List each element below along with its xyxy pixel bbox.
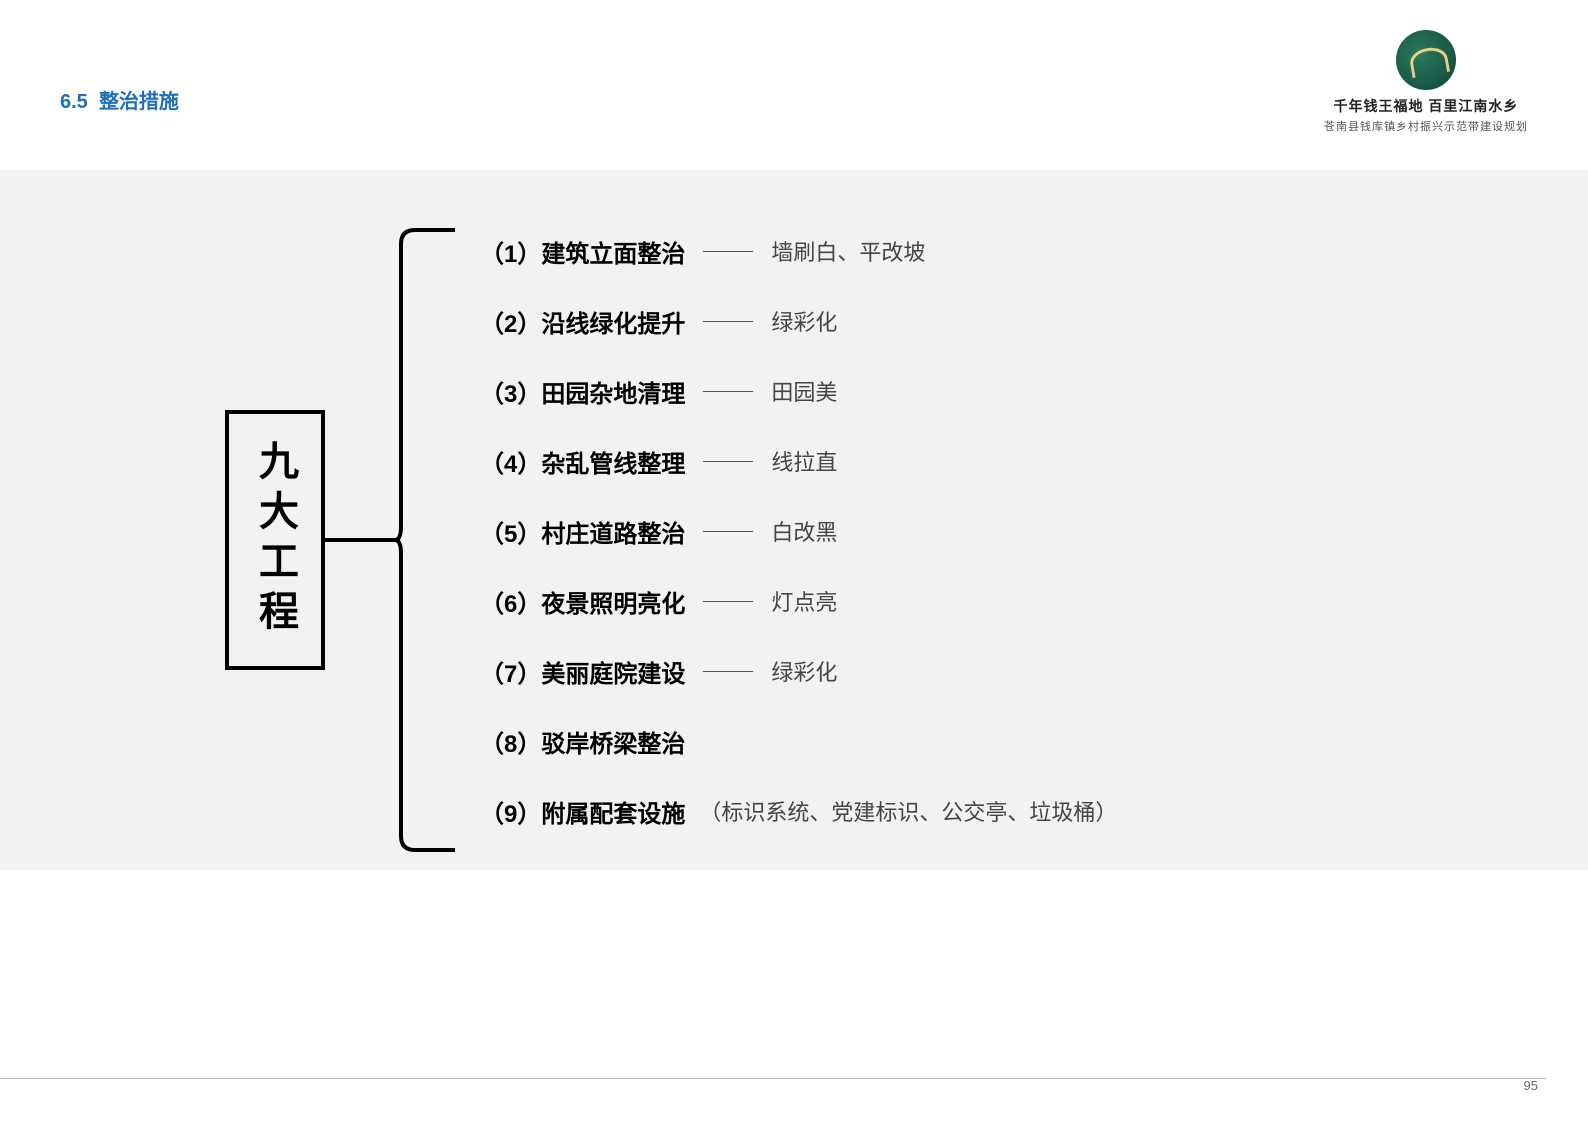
item-connector-line (703, 251, 753, 252)
item-description: 白改黑 (771, 515, 837, 547)
diagram-item: （9）附属配套设施 （标识系统、党建标识、公交亭、垃圾桶） (480, 776, 1117, 846)
item-description: 灯点亮 (771, 585, 837, 617)
main-category-box: 九大工程 (225, 410, 325, 670)
diagram-item: （7）美丽庭院建设 绿彩化 (480, 636, 1117, 706)
page-number: 95 (1524, 1078, 1538, 1093)
item-title: （1）建筑立面整治 (480, 234, 685, 269)
section-number: 6.5 (60, 91, 88, 113)
item-description: 线拉直 (771, 445, 837, 477)
item-description: 绿彩化 (771, 305, 837, 337)
diagram-item: （6）夜景照明亮化 灯点亮 (480, 566, 1117, 636)
diagram-item: （8）驳岸桥梁整治 (480, 706, 1117, 776)
item-connector-line (703, 671, 753, 672)
item-title: （7）美丽庭院建设 (480, 654, 685, 689)
item-description: （标识系统、党建标识、公交亭、垃圾桶） (699, 795, 1117, 827)
diagram-item: （2）沿线绿化提升 绿彩化 (480, 286, 1117, 356)
item-title: （2）沿线绿化提升 (480, 304, 685, 339)
section-title: 6.5 整治措施 (60, 85, 179, 114)
main-category-label: 九大工程 (246, 440, 304, 640)
logo-icon (1396, 30, 1456, 90)
diagram-item: （1）建筑立面整治 墙刷白、平改坡 (480, 216, 1117, 286)
item-title: （6）夜景照明亮化 (480, 584, 685, 619)
header-subtitle: 苍南县钱库镇乡村振兴示范带建设规划 (1324, 118, 1528, 134)
item-title: （5）村庄道路整治 (480, 514, 685, 549)
item-connector-line (703, 461, 753, 462)
content-area: 九大工程 （1）建筑立面整治墙刷白、平改坡（2）沿线绿化提升绿彩化（3）田园杂地… (0, 170, 1588, 870)
item-title: （4）杂乱管线整理 (480, 444, 685, 479)
item-description: 田园美 (771, 375, 837, 407)
footer-line (0, 1078, 1546, 1079)
item-connector-line (703, 601, 753, 602)
diagram-item: （3）田园杂地清理 田园美 (480, 356, 1117, 426)
diagram-item: （5）村庄道路整治 白改黑 (480, 496, 1117, 566)
item-title: （9）附属配套设施 (480, 794, 685, 829)
slogan: 千年钱王福地 百里江南水乡 (1324, 96, 1528, 116)
items-list: （1）建筑立面整治墙刷白、平改坡（2）沿线绿化提升绿彩化（3）田园杂地清理田园美… (480, 216, 1117, 846)
item-title: （3）田园杂地清理 (480, 374, 685, 409)
item-connector-line (703, 531, 753, 532)
section-heading: 整治措施 (99, 91, 179, 113)
item-connector-line (703, 391, 753, 392)
bracket-icon (395, 220, 455, 860)
item-connector-line (703, 321, 753, 322)
item-title: （8）驳岸桥梁整治 (480, 724, 685, 759)
item-description: 墙刷白、平改坡 (771, 235, 925, 267)
diagram-item: （4）杂乱管线整理 线拉直 (480, 426, 1117, 496)
header-right: 千年钱王福地 百里江南水乡 苍南县钱库镇乡村振兴示范带建设规划 (1324, 30, 1528, 134)
connector-horizontal (325, 538, 395, 542)
item-description: 绿彩化 (771, 655, 837, 687)
